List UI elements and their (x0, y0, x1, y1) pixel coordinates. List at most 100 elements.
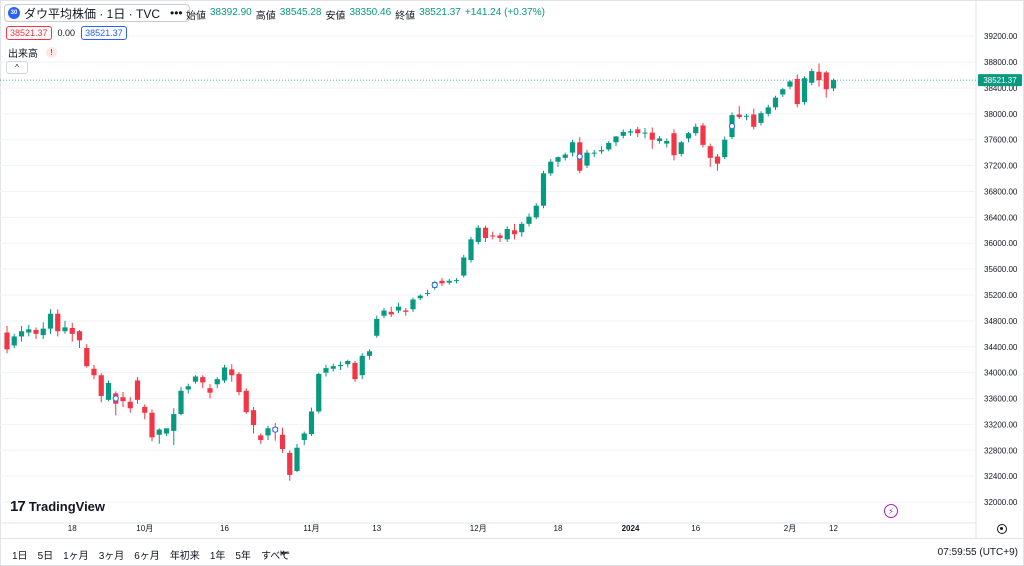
candle-body (316, 373, 322, 412)
candle-body (801, 78, 808, 103)
event-marker-icon (728, 123, 736, 130)
candle-body (294, 447, 300, 471)
y-tick-label: 38800.00 (984, 58, 1018, 67)
collapse-legend-button[interactable]: ^ (6, 61, 28, 74)
high-value: 38545.28 (279, 7, 322, 18)
symbol-title: ダウ平均株価 · 1日 · TVC (24, 6, 161, 21)
y-tick-label: 38400.00 (984, 84, 1018, 93)
candle-body (214, 379, 220, 385)
y-tick-label: 38000.00 (984, 110, 1018, 119)
candle-body (548, 161, 554, 174)
event-marker-icon (576, 153, 583, 160)
candle-body (91, 368, 97, 376)
gear-icon[interactable] (997, 524, 1007, 534)
range-ytd[interactable]: 年初来 (169, 551, 200, 562)
candle-body (751, 114, 757, 127)
candle-body (337, 364, 344, 367)
range-1m[interactable]: 1ヶ月 (63, 551, 89, 562)
warning-icon[interactable]: ! (46, 47, 57, 58)
candle-body (345, 361, 351, 365)
candle-body (258, 435, 264, 440)
range-selector: 1日 5日 1ヶ月 3ヶ月 6ヶ月 年初来 1年 5年 すべて (12, 547, 290, 562)
y-tick-label: 37600.00 (984, 136, 1018, 145)
candle-body (598, 150, 605, 152)
candle-body (84, 348, 90, 367)
dow-icon: 30 (8, 7, 20, 19)
candle-body (178, 390, 184, 415)
range-6m[interactable]: 6ヶ月 (134, 551, 160, 562)
range-3m[interactable]: 3ヶ月 (98, 551, 125, 562)
candle-body (221, 367, 228, 381)
volume-label: 出来高 (8, 49, 38, 60)
y-tick-label: 33600.00 (984, 395, 1018, 404)
low-label: 安値 (325, 11, 346, 22)
range-1d[interactable]: 1日 (12, 551, 28, 562)
candle-body (417, 295, 423, 299)
candle-body (243, 390, 249, 413)
range-5y[interactable]: 5年 (235, 551, 251, 562)
candle-body (772, 97, 779, 108)
more-options-icon[interactable]: ••• (170, 6, 183, 20)
candle-body (649, 132, 655, 140)
candle-body (482, 227, 489, 239)
candle-body (722, 139, 728, 158)
candle-body (700, 125, 706, 145)
candle-body (475, 227, 481, 242)
candle-body (736, 114, 742, 118)
candle-body (127, 401, 133, 409)
candle-body (156, 429, 162, 435)
sell-price-button[interactable]: 38521.37 (6, 26, 52, 40)
current-price-label: 38521.37 (983, 76, 1017, 85)
candle-body (606, 142, 612, 150)
candle-body (519, 223, 525, 233)
x-tick-label: 10月 (136, 524, 153, 533)
y-tick-label: 32000.00 (984, 498, 1018, 507)
range-5d[interactable]: 5日 (37, 551, 54, 562)
event-marker-icon (431, 281, 438, 289)
symbol-title-pill[interactable]: 30 ダウ平均株価 · 1日 · TVC ••• (4, 4, 190, 22)
x-tick-label: 13 (372, 524, 381, 533)
candle-body (707, 146, 713, 158)
y-tick-label: 34800.00 (984, 317, 1018, 326)
candle-body (11, 336, 17, 346)
trade-price-boxes: 38521.37 0.00 38521.37 (6, 26, 127, 40)
range-1y[interactable]: 1年 (209, 551, 226, 562)
date-range-icon[interactable]: ⇤ (280, 546, 291, 560)
candle-body (163, 428, 170, 434)
open-value: 38392.90 (210, 7, 252, 18)
candle-body (446, 280, 452, 283)
x-tick-label: 2024 (622, 524, 640, 533)
candle-body (569, 142, 576, 153)
candle-body (374, 318, 380, 336)
candle-body (562, 154, 568, 158)
tradingview-logo[interactable]: 17 TradingView (10, 498, 105, 515)
candle-body (40, 328, 46, 336)
x-tick-label: 18 (68, 524, 77, 533)
candle-body (540, 173, 547, 206)
candle-body (149, 412, 155, 438)
candle-body (743, 115, 750, 117)
candle-body (809, 71, 815, 83)
candle-body (671, 133, 677, 156)
candle-body (171, 414, 177, 431)
buy-price-button[interactable]: 38521.37 (81, 26, 127, 40)
candle-body (664, 141, 670, 144)
lightning-icon[interactable]: ⚡ (884, 504, 898, 518)
clock-display[interactable]: 07:59:55 (UTC+9) (937, 547, 1018, 558)
y-tick-label: 37200.00 (984, 162, 1018, 171)
candle-body (758, 113, 764, 123)
candle-body (359, 355, 365, 376)
candle-body (265, 428, 271, 436)
candle-body (323, 368, 329, 373)
range-all[interactable]: すべて (260, 551, 290, 562)
low-value: 38350.46 (349, 7, 392, 18)
candle-body (461, 257, 467, 276)
high-label: 高値 (255, 11, 276, 22)
change-value: +141.24 (+0.37%) (464, 7, 545, 18)
candle-body (207, 388, 213, 393)
candle-body (823, 72, 829, 90)
candle-body (250, 410, 257, 426)
candle-body (468, 239, 474, 261)
candle-body (693, 126, 699, 134)
